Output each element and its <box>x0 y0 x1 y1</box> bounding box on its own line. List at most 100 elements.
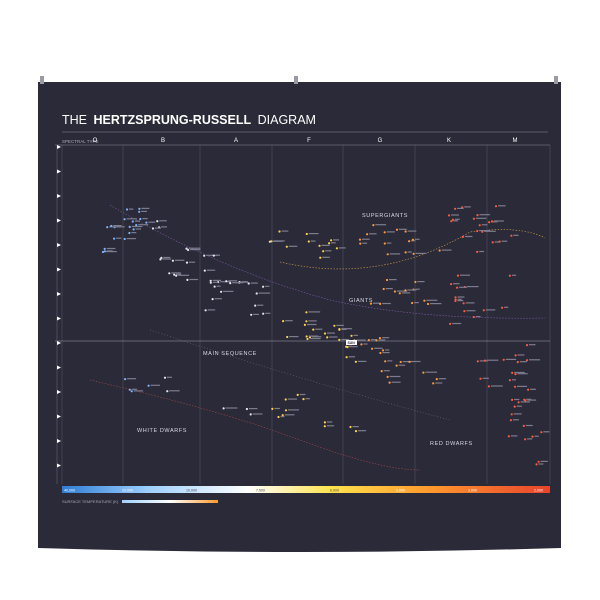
star-caption-mark-48 <box>258 292 271 294</box>
star-caption-mark-152 <box>475 316 481 318</box>
star-point-162 <box>476 360 479 363</box>
star-caption-mark-43 <box>223 290 234 292</box>
star-point-158 <box>454 298 457 301</box>
mini-temperature-key <box>122 500 218 503</box>
star-point-22 <box>185 261 189 264</box>
star-caption-mark-90 <box>391 381 401 383</box>
star-point-62 <box>323 332 327 335</box>
star-caption-mark-190 <box>288 409 299 411</box>
star-point-181 <box>510 398 514 401</box>
star-point-30 <box>159 258 162 261</box>
star-caption-mark-74 <box>357 360 367 362</box>
star-point-74 <box>338 338 341 341</box>
star-point-21 <box>128 225 131 228</box>
star-point-163 <box>514 373 517 376</box>
star-point-73 <box>354 360 357 363</box>
star-caption-mark-156 <box>511 274 517 276</box>
star-caption-mark-121 <box>451 214 459 216</box>
star-point-48 <box>254 304 257 307</box>
star-point-153 <box>501 306 504 309</box>
star-caption-mark-100 <box>331 242 336 244</box>
star-caption-mark-199 <box>167 376 172 378</box>
star-point-65 <box>338 328 341 331</box>
temperature-tick-labels: 40,000 20,000 10,000 7,500 6,000 5,000 3,000 2,… <box>64 489 543 493</box>
star-caption-mark-85 <box>435 382 443 384</box>
star-caption-mark-82 <box>383 370 390 372</box>
star-caption-mark-119 <box>494 241 499 243</box>
star-caption-mark-205 <box>326 425 335 427</box>
star-point-91 <box>305 232 308 236</box>
star-point-16 <box>135 224 138 227</box>
giant-track <box>109 204 546 319</box>
star-point-23 <box>173 273 176 276</box>
spectral-class-k: K <box>447 138 451 144</box>
star-point-54 <box>286 335 289 339</box>
star-point-64 <box>282 320 285 323</box>
star-point-169 <box>487 385 490 388</box>
star-caption-mark-120 <box>464 206 471 208</box>
star-caption-mark-157 <box>465 302 475 304</box>
star-caption-mark-71 <box>348 356 355 358</box>
luminosity-tick-12 <box>57 439 61 443</box>
star-point-42 <box>220 290 223 293</box>
luminosity-tick-13 <box>57 463 61 468</box>
star-point-146 <box>454 296 457 299</box>
star-caption-mark-155 <box>453 283 460 285</box>
spectral-type-label: SPECTRAL TYPE <box>62 139 99 144</box>
star-point-87 <box>422 371 425 374</box>
star-point-125 <box>472 217 475 220</box>
luminosity-tick-9 <box>57 365 61 370</box>
luminosity-axis <box>56 145 61 484</box>
star-caption-mark-33 <box>189 278 199 281</box>
star-point-17 <box>138 210 141 213</box>
star-point-44 <box>247 282 250 285</box>
star-point-166 <box>516 361 519 364</box>
star-caption-mark-153 <box>460 274 470 276</box>
hook-left <box>40 76 44 84</box>
region-label-white-dwarfs: WHITE DWARFS <box>137 428 187 434</box>
star-caption-mark-91 <box>325 250 332 252</box>
star-caption-mark-122 <box>484 230 496 232</box>
star-caption-mark-149 <box>452 322 462 325</box>
star-point-102 <box>386 253 389 256</box>
star-point-164 <box>527 388 530 391</box>
star-caption-mark-6 <box>116 237 122 239</box>
star-caption-mark-79 <box>382 337 390 339</box>
star-caption-mark-78 <box>374 347 383 349</box>
star-caption-mark-29 <box>174 259 185 261</box>
star-caption-mark-97 <box>310 240 316 242</box>
star-caption-mark-73 <box>378 339 386 341</box>
star-caption-mark-143 <box>426 299 438 301</box>
star-point-140 <box>426 302 430 306</box>
star-caption-mark-124 <box>457 207 464 209</box>
star-point-35 <box>168 272 171 275</box>
star-caption-mark-60 <box>341 328 352 330</box>
star-caption-mark-40 <box>265 312 271 314</box>
star-point-10 <box>139 217 142 221</box>
star-caption-mark-206 <box>358 430 367 432</box>
star-caption-mark-128 <box>494 220 504 222</box>
star-caption-mark-191 <box>248 408 258 410</box>
star-caption-mark-23 <box>189 261 196 263</box>
star-caption-mark-169 <box>529 344 536 346</box>
star-caption-mark-112 <box>415 252 427 254</box>
spectral-class-g: G <box>378 138 383 144</box>
star-caption-mark-113 <box>375 224 387 226</box>
star-caption-mark-204 <box>127 378 137 380</box>
star-caption-mark-177 <box>525 424 533 427</box>
star-point-174 <box>531 435 534 438</box>
star-point-151 <box>472 315 475 319</box>
sun-label: SUN <box>348 341 356 345</box>
star-point-161 <box>508 379 511 382</box>
star-point-32 <box>186 278 189 281</box>
star-point-205 <box>354 430 358 433</box>
star-point-80 <box>386 375 389 378</box>
star-caption-mark-19 <box>129 208 134 210</box>
star-caption-mark-88 <box>425 371 438 373</box>
star-point-203 <box>124 378 127 381</box>
star-point-123 <box>454 207 457 210</box>
star-caption-mark-127 <box>479 230 491 232</box>
star-caption-mark-117 <box>491 221 498 223</box>
star-caption-mark-92 <box>308 233 319 235</box>
star-caption-mark-57 <box>309 338 321 340</box>
